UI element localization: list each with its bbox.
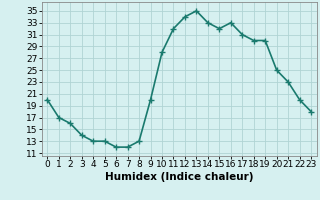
X-axis label: Humidex (Indice chaleur): Humidex (Indice chaleur) bbox=[105, 172, 253, 182]
